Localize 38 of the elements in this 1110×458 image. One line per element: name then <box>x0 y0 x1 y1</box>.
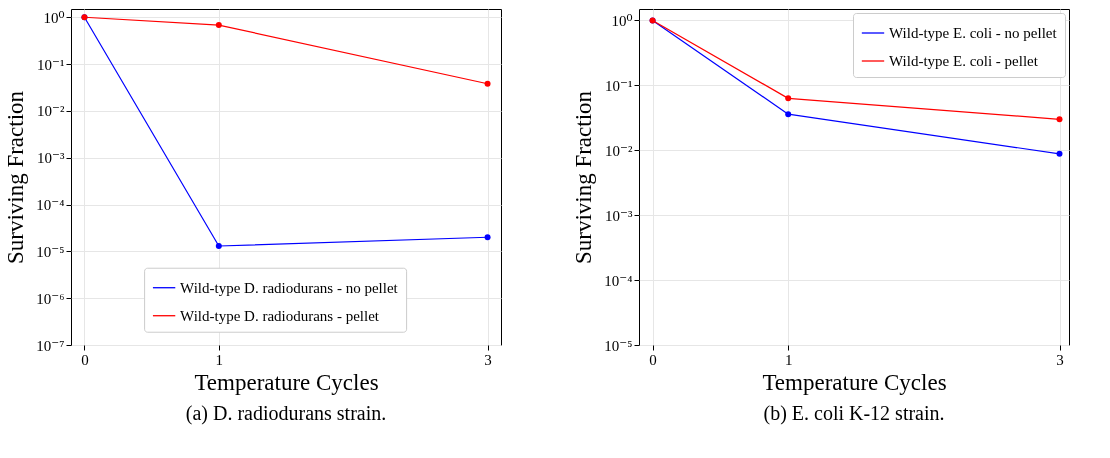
y-tick-label: 10⁻⁴ <box>36 197 65 214</box>
y-tick-label: 10⁻³ <box>37 150 65 167</box>
legend-label: Wild-type D. radiodurans - pellet <box>180 307 380 324</box>
y-tick-label: 10⁻⁴ <box>604 272 633 289</box>
y-tick-label: 10⁻⁵ <box>36 243 65 260</box>
x-tick-label: 0 <box>649 351 657 368</box>
y-tick-label: 10⁻⁵ <box>604 337 633 354</box>
x-tick-label: 3 <box>484 351 492 368</box>
legend-label: Wild-type D. radiodurans - no pellet <box>180 279 399 296</box>
x-tick-label: 0 <box>81 351 89 368</box>
point <box>785 111 792 118</box>
point <box>484 80 491 87</box>
x-tick-label: 3 <box>1056 351 1064 368</box>
y-tick-label: 10⁻⁷ <box>36 337 65 354</box>
legend-label: Wild-type E. coli - pellet <box>889 53 1039 69</box>
point <box>1056 116 1063 123</box>
y-tick-label: 10⁻² <box>37 103 65 120</box>
x-tick-label: 1 <box>215 351 224 368</box>
y-tick-label: 10⁻² <box>605 142 633 159</box>
y-tick-label: 10⁻⁶ <box>36 290 65 307</box>
y-axis-title: Surviving Fraction <box>3 90 29 265</box>
x-axis-title: Temperature Cycles <box>194 369 379 395</box>
point <box>215 243 222 250</box>
x-axis-title: Temperature Cycles <box>762 369 947 395</box>
text: (b) E. coli K-12 strain. <box>763 402 945 425</box>
legend-label: Wild-type E. coli - no pellet <box>889 25 1058 41</box>
y-tick-label: 10⁰ <box>611 12 633 29</box>
y-tick-label: 10⁻³ <box>605 207 633 224</box>
y-tick-label: 10⁰ <box>43 9 65 26</box>
point <box>1056 150 1063 157</box>
point <box>484 234 491 241</box>
point <box>785 95 792 102</box>
y-axis-title: Surviving Fraction <box>571 90 597 265</box>
text: (a) D. radiodurans strain. <box>185 402 387 425</box>
point <box>215 22 222 29</box>
y-tick-label: 10⁻¹ <box>37 56 65 73</box>
x-tick-label: 1 <box>784 351 793 368</box>
y-tick-label: 10⁻¹ <box>605 77 633 94</box>
